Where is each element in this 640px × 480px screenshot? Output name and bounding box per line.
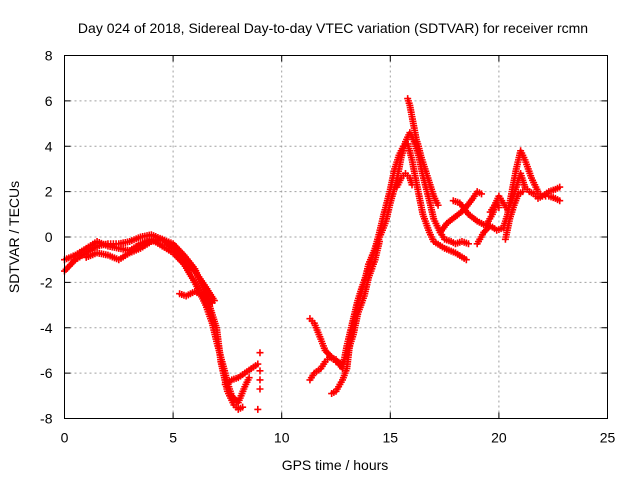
x-axis: 0 5 10 15 20 25 [61,55,616,446]
data-point [519,188,527,196]
y-tick-label: -2 [40,274,53,290]
series-track-i [404,95,442,209]
series-track-h [328,129,472,398]
y-axis-label: SDTVAR / TECUs [6,181,22,293]
x-tick-label: 5 [169,430,177,446]
data-point [208,299,216,307]
data-point [239,403,247,411]
x-tick-label: 20 [491,430,507,446]
data-point [256,367,264,375]
x-tick-label: 10 [274,430,290,446]
grid [64,55,608,419]
series-track-d [176,287,216,307]
y-tick-label: 6 [45,93,53,109]
data-point [254,360,262,368]
data-point [464,240,472,248]
data-point [256,385,264,393]
data-point [254,405,262,413]
data-point [256,376,264,384]
series-track-j [393,169,416,191]
data-point [556,197,564,205]
series-track-n [486,169,564,216]
data-point [478,190,486,198]
data-point [556,183,564,191]
data-marks [61,95,564,413]
y-tick-label: 0 [45,229,53,245]
y-tick-label: -8 [40,411,53,427]
x-tick-label: 0 [61,430,69,446]
y-tick-label: 4 [45,138,53,154]
y-tick-label: -4 [40,320,53,336]
y-tick-label: -6 [40,365,53,381]
data-point [462,256,470,264]
series-track-c [82,235,218,305]
y-tick-label: 8 [45,48,53,64]
series-track-e [221,360,262,388]
series-isolated [254,349,264,413]
data-point [245,374,253,382]
data-point [256,349,264,357]
y-tick-label: 2 [45,184,53,200]
x-tick-label: 15 [383,430,399,446]
chart-title: Day 024 of 2018, Sidereal Day-to-day VTE… [78,20,588,36]
series-track-o [501,188,527,243]
data-point [434,201,442,209]
x-axis-label: GPS time / hours [282,457,389,473]
data-point [408,181,416,189]
x-tick-label: 25 [600,430,616,446]
y-axis: -8 -6 -4 -2 0 2 4 6 8 [40,48,608,427]
